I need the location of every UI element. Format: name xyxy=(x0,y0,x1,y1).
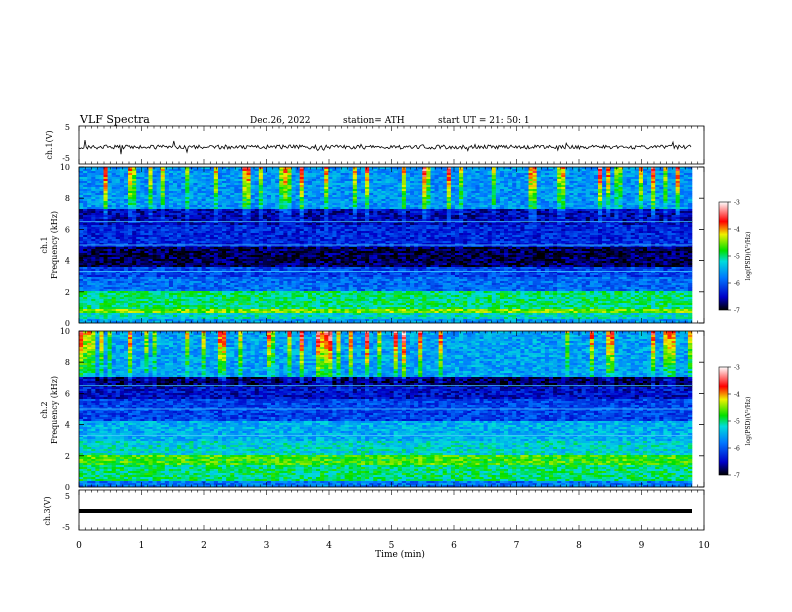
colorbar-tick-label: -4 xyxy=(734,227,740,234)
frequency-tick-label: 8 xyxy=(65,358,70,367)
ch1-spectrogram-image xyxy=(79,167,704,323)
time-tick-label: 1 xyxy=(139,541,145,551)
ch2-spectrogram-ylabel-bottom: Frequency (kHz) xyxy=(50,376,59,444)
ch1-spectrogram-ylabel-top: ch.1 xyxy=(40,236,49,253)
ch2-spectrogram-panel: 0 2 4 6 8 10 ch.2 Frequency (kHz) xyxy=(40,327,704,492)
colorbar-tick-label: -5 xyxy=(734,254,740,261)
station-label: station= ATH xyxy=(343,116,405,126)
ch1-colorbar-gradient xyxy=(719,202,728,310)
ch1-ytick-bottom: -5 xyxy=(62,154,70,163)
date-label: Dec.26, 2022 xyxy=(250,116,311,126)
colorbar-tick-label: -6 xyxy=(734,281,740,288)
frequency-tick-label: 4 xyxy=(65,421,70,430)
frequency-tick-label: 10 xyxy=(60,163,70,172)
frequency-tick-label: 2 xyxy=(65,288,70,297)
ch2-spectrogram-ylabel-top: ch.2 xyxy=(40,401,49,418)
colorbar-tick-label: -7 xyxy=(734,308,740,315)
ch1-waveform-trace xyxy=(79,140,691,154)
time-tick-label: 9 xyxy=(639,541,645,551)
ch1-colorbar: -3 -4 -5 -6 -7 log(PSD)(V²/Hz) xyxy=(719,200,752,315)
time-tick-label: 0 xyxy=(76,541,82,551)
colorbar-tick-label: -4 xyxy=(734,392,740,399)
time-tick-label: 8 xyxy=(576,541,582,551)
ch3-ytick-bottom: -5 xyxy=(62,523,70,532)
ch1-colorbar-label: log(PSD)(V²/Hz) xyxy=(745,232,752,281)
ch3-waveform-ylabel: ch.3(V) xyxy=(43,496,52,525)
time-tick-label: 10 xyxy=(698,541,710,551)
ch2-spectrogram-image xyxy=(79,331,704,487)
start-time-label: start UT = 21: 50: 1 xyxy=(438,116,530,126)
frequency-tick-label: 6 xyxy=(65,225,70,234)
frequency-tick-label: 10 xyxy=(60,327,70,336)
ch1-waveform-ylabel: ch.1(V) xyxy=(45,130,54,159)
frequency-tick-label: 0 xyxy=(65,483,70,492)
ch2-colorbar: -3 -4 -5 -6 -7 log(PSD)(V²/Hz) xyxy=(719,365,752,480)
time-axis-label: Time (min) xyxy=(375,549,425,560)
time-tick-label: 4 xyxy=(326,541,332,551)
figure-title: VLF Spectra xyxy=(79,113,150,126)
frequency-tick-label: 4 xyxy=(65,257,70,266)
ch3-waveform-panel: 5 -5 ch.3(V) xyxy=(43,490,704,532)
ch3-ytick-top: 5 xyxy=(65,492,70,501)
colorbar-tick-label: -5 xyxy=(734,419,740,426)
ch1-spectrogram-ylabel-bottom: Frequency (kHz) xyxy=(50,211,59,279)
ch1-ytick-top: 5 xyxy=(65,123,70,132)
frequency-tick-label: 2 xyxy=(65,452,70,461)
ch2-colorbar-label: log(PSD)(V²/Hz) xyxy=(745,397,752,446)
colorbar-tick-label: -3 xyxy=(734,200,740,207)
ch1-waveform-panel: 5 -5 ch.1(V) xyxy=(45,123,704,164)
colorbar-tick-label: -6 xyxy=(734,446,740,453)
time-tick-label: 6 xyxy=(451,541,457,551)
colorbar-tick-label: -3 xyxy=(734,365,740,372)
time-tick-label: 3 xyxy=(264,541,270,551)
time-tick-label: 2 xyxy=(201,541,207,551)
colorbar-tick-label: -7 xyxy=(734,473,740,480)
ch2-colorbar-gradient xyxy=(719,367,728,475)
time-tick-label: 7 xyxy=(514,541,520,551)
vlf-spectra-figure: VLF Spectra Dec.26, 2022 station= ATH st… xyxy=(0,0,792,612)
frequency-tick-label: 8 xyxy=(65,194,70,203)
frequency-tick-label: 6 xyxy=(65,389,70,398)
